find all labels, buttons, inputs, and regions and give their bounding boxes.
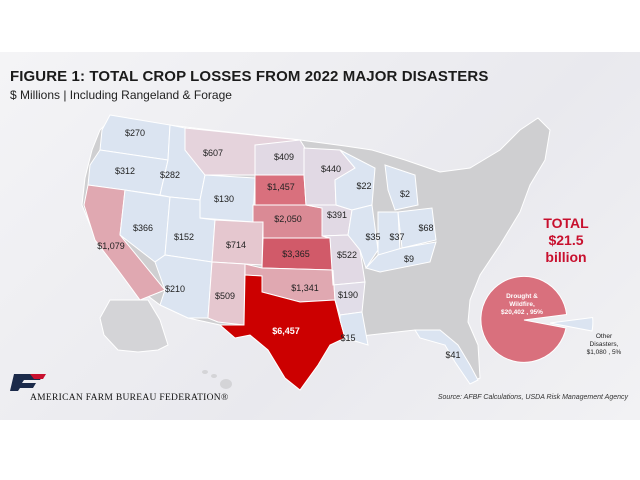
label-WY: $130 <box>214 194 234 204</box>
pie-slice-drought-wildfire <box>480 275 568 363</box>
state-FL <box>414 329 479 385</box>
hawaii-shape <box>202 370 232 389</box>
label-AZ: $210 <box>165 284 185 294</box>
state-WY <box>199 174 256 223</box>
label-ID: $282 <box>160 170 180 180</box>
label-ND: $409 <box>274 152 294 162</box>
label-MN: $440 <box>321 164 341 174</box>
pie-label-other-2: Disasters, <box>590 341 619 348</box>
total-callout: TOTAL $21.5 billion <box>526 215 606 266</box>
label-UT: $152 <box>174 232 194 242</box>
label-SD: $1,457 <box>267 182 295 192</box>
label-KS: $3,365 <box>282 249 310 259</box>
state-LA <box>339 311 369 346</box>
label-IN: $37 <box>389 232 404 242</box>
label-MO: $522 <box>337 250 357 260</box>
label-OH: $68 <box>418 223 433 233</box>
figure-subtitle: $ Millions | Including Rangeland & Forag… <box>10 88 232 102</box>
state-OH <box>397 207 437 249</box>
label-WA: $270 <box>125 128 145 138</box>
total-label: TOTAL <box>543 215 589 231</box>
label-KY: $9 <box>404 254 414 264</box>
label-AR: $190 <box>338 290 358 300</box>
label-IA: $391 <box>327 210 347 220</box>
pie-slice-other-disasters <box>549 316 594 332</box>
organization-name: AMERICAN FARM BUREAU FEDERATION® <box>30 393 229 403</box>
total-value: $21.5 billion <box>545 232 587 265</box>
label-MI: $2 <box>400 189 410 199</box>
state-NM <box>207 261 246 326</box>
losses-pie-chart: Drought & Wildfire, $20,402 , 95% Other … <box>480 275 622 363</box>
label-TX: $6,457 <box>272 326 300 336</box>
label-FL: $41 <box>445 350 460 360</box>
label-OR: $312 <box>115 166 135 176</box>
state-TX <box>218 274 346 391</box>
farm-bureau-logo <box>10 374 46 391</box>
label-OK: $1,341 <box>291 283 319 293</box>
label-NM: $509 <box>215 291 235 301</box>
source-note: Source: AFBF Calculations, USDA Risk Man… <box>437 394 628 401</box>
label-MT: $607 <box>203 148 223 158</box>
label-CA: $1,079 <box>97 241 125 251</box>
pie-label-drought-2: Wildfire, <box>509 301 535 308</box>
label-LA: $15 <box>340 333 355 343</box>
label-WI: $22 <box>356 181 371 191</box>
state-MI <box>384 164 419 211</box>
state-WI <box>334 149 376 211</box>
pie-label-drought-3: $20,402 , 95% <box>501 309 543 316</box>
pie-label-drought-1: Drought & <box>506 293 538 300</box>
alaska-shape <box>99 299 169 353</box>
label-IL: $35 <box>365 232 380 242</box>
pie-label-other-3: $1,080 , 5% <box>587 349 622 356</box>
label-CO: $714 <box>226 240 246 250</box>
figure-title: FIGURE 1: TOTAL CROP LOSSES FROM 2022 MA… <box>10 68 489 85</box>
pie-label-other-1: Other <box>596 333 613 340</box>
state-KY <box>365 241 437 273</box>
label-NV: $366 <box>133 223 153 233</box>
label-NE: $2,050 <box>274 214 302 224</box>
